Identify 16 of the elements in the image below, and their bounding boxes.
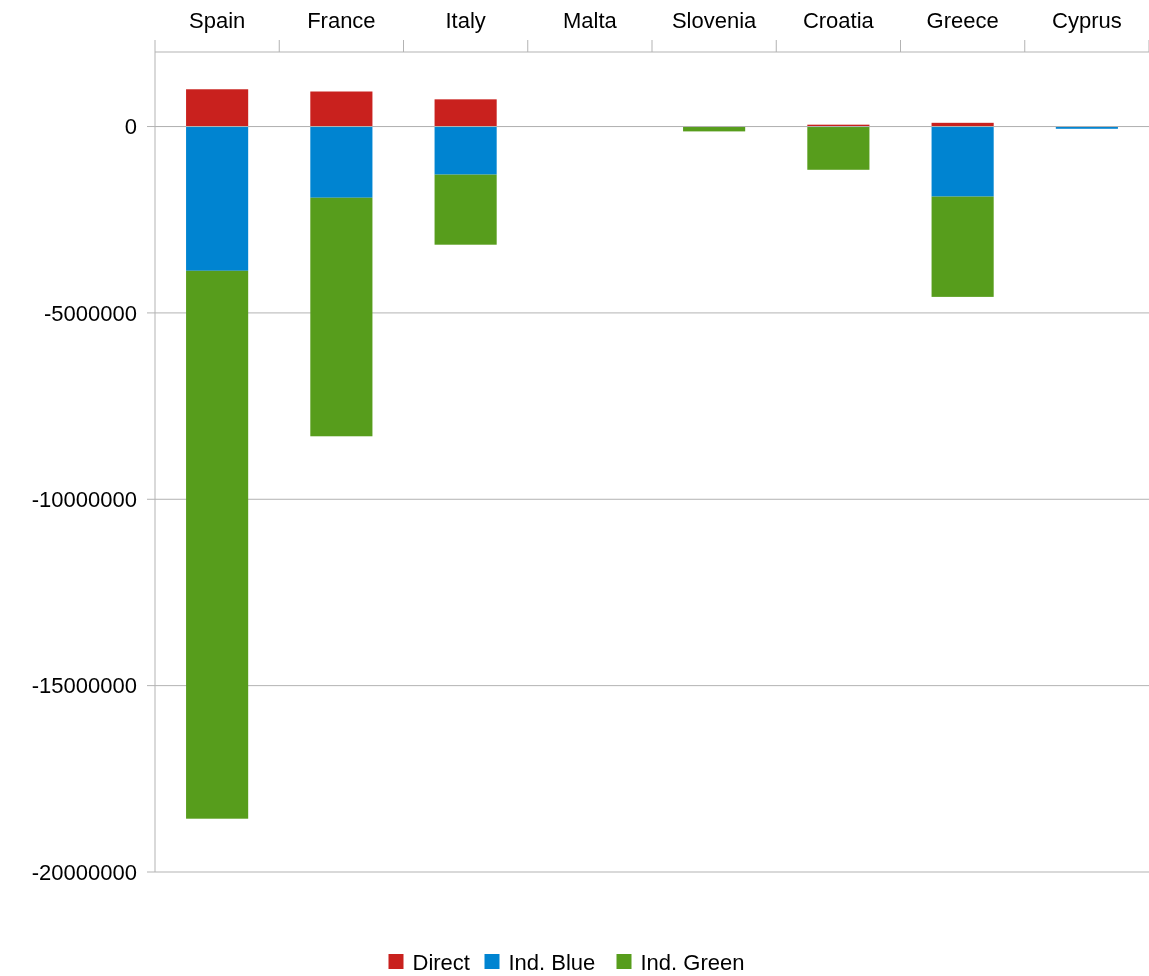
x-tick-label: France — [307, 7, 376, 33]
x-tick-label: Italy — [445, 7, 486, 33]
x-tick-label: Slovenia — [671, 7, 758, 33]
y-tick-label: -20000000 — [31, 859, 137, 885]
x-tick-label: Malta — [562, 7, 618, 33]
x-tick-label: Spain — [188, 7, 246, 33]
y-tick-label: -5000000 — [44, 300, 137, 326]
legend-label: Direct — [412, 949, 470, 975]
y-tick-label: -10000000 — [31, 486, 137, 512]
x-tick-label: Greece — [926, 7, 999, 33]
legend-label: Ind. Blue — [508, 949, 596, 975]
x-tick-label: Cyprus — [1052, 7, 1122, 33]
y-tick-label: 0 — [124, 114, 137, 140]
x-tick-label: Croatia — [802, 7, 875, 33]
legend-label: Ind. Green — [640, 949, 745, 975]
y-tick-label: -15000000 — [31, 673, 137, 699]
